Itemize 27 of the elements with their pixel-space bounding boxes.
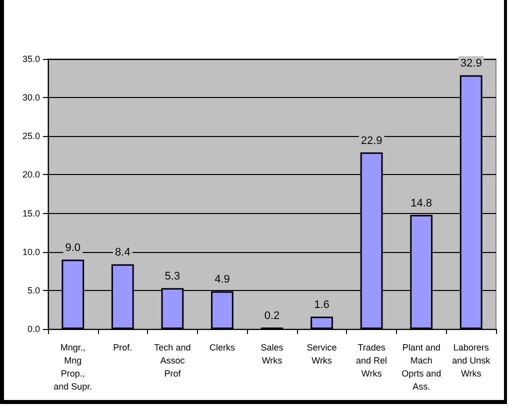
y-tick-label: 25.0 — [22, 131, 40, 142]
data-label: 14.8 — [410, 197, 432, 210]
bar — [310, 316, 333, 329]
y-tick-label: 20.0 — [22, 170, 40, 180]
x-tick-label: Tech and Assoc Prof — [154, 342, 191, 378]
data-label: 0.2 — [264, 310, 280, 322]
x-tick-label: Prof. — [113, 342, 132, 352]
data-label: 8.4 — [115, 246, 130, 259]
x-tick-label: Clerks — [209, 342, 236, 352]
x-tick-label: Plant and Mach Oprts and Ass. — [402, 342, 442, 392]
x-tick-label: Laborers and Unsk Wrks — [452, 342, 491, 378]
y-tick-label: 0.0 — [27, 324, 40, 334]
y-tick-label: 10.0 — [22, 246, 40, 257]
y-tick-label: 15.0 — [22, 208, 40, 218]
data-label: 5.3 — [164, 270, 180, 283]
x-tick-label: Mngr., Mng Prop., and Supr. — [54, 342, 92, 392]
data-label: 4.9 — [214, 274, 230, 286]
x-tick-label: Sales Wrks — [260, 342, 284, 366]
data-label: 9.0 — [65, 242, 81, 254]
x-tick-label: Service Wrks — [306, 342, 337, 366]
y-tick-label: 30.0 — [22, 92, 40, 103]
y-tick-label: 5.0 — [27, 285, 40, 296]
data-label: 1.6 — [314, 299, 330, 312]
data-label: 22.9 — [360, 134, 382, 147]
data-label: 32.9 — [460, 58, 482, 70]
y-tick-label: 35.0 — [22, 54, 40, 64]
x-tick-label: Trades and Rel Wrks — [356, 342, 388, 378]
